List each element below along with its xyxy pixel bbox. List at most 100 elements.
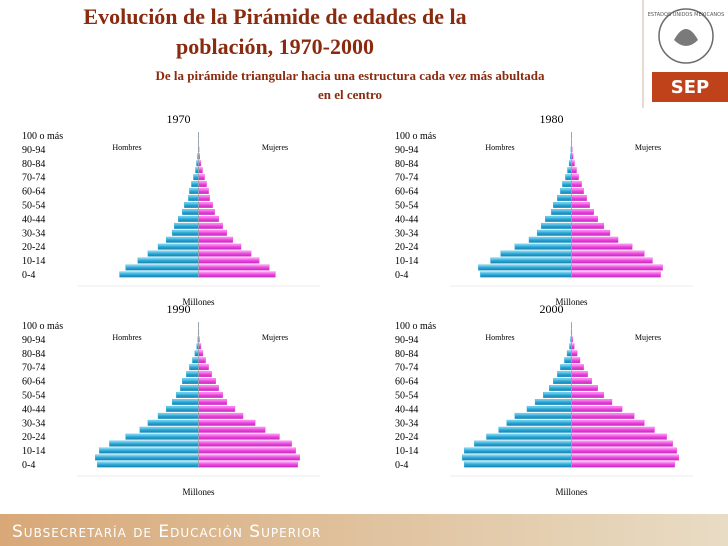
logo-box (652, 72, 728, 102)
chart-title: 1980 (540, 112, 564, 126)
bar (571, 419, 645, 426)
bar (174, 222, 199, 229)
title: Evolución de la Pirámide de edades de la (83, 4, 466, 29)
bar (571, 243, 633, 250)
y-tick-label: 100 o más (395, 131, 436, 142)
bar (571, 222, 605, 229)
bar (198, 202, 213, 208)
bar (198, 257, 260, 264)
bar (571, 392, 605, 398)
bar (192, 357, 199, 364)
bar (571, 440, 673, 447)
y-tick-label: 80-84 (395, 159, 418, 170)
bar (571, 461, 675, 468)
x-axis-label: Millones (182, 487, 214, 497)
y-tick-label: 50-54 (22, 391, 45, 402)
bar (562, 181, 572, 188)
bar (198, 378, 216, 385)
bar (571, 188, 584, 195)
y-tick-label: 90-94 (22, 335, 45, 346)
y-tick-label: 0-4 (22, 460, 35, 471)
bar (165, 405, 199, 412)
chart-title: 1990 (167, 302, 191, 316)
bar (557, 195, 572, 201)
bar (147, 250, 199, 257)
bar (528, 236, 572, 243)
bar (506, 419, 572, 426)
pyramid-chart: 2000 0-4 10-14 20-24 30-34 40-44 50-54 60-64 70-… (395, 302, 693, 497)
bar (571, 364, 584, 371)
y-tick-label: 60-64 (22, 187, 45, 198)
y-tick-label: 70-74 (395, 173, 418, 184)
footer-bar (0, 514, 728, 546)
bar (176, 392, 199, 398)
bar (571, 378, 592, 385)
bar (553, 202, 572, 208)
legend-label: Mujeres (635, 333, 661, 342)
y-tick-label: 30-34 (22, 228, 45, 239)
bar (194, 350, 199, 357)
bar (198, 412, 244, 419)
bar (198, 433, 280, 440)
bar (514, 243, 572, 250)
bar (198, 222, 223, 229)
bar (571, 236, 619, 243)
bar (180, 385, 199, 391)
bar (198, 399, 228, 405)
y-tick-label: 50-54 (22, 201, 45, 212)
y-tick-label: 90-94 (395, 145, 418, 156)
y-tick-label: 90-94 (395, 335, 418, 346)
y-tick-label: 0-4 (395, 460, 408, 471)
y-tick-label: 80-84 (22, 159, 45, 170)
bar (549, 385, 572, 391)
bar (571, 343, 575, 350)
logo-text: SEP (671, 77, 709, 98)
pyramid-chart: 1990 0-4 10-14 20-24 30-34 40-44 50-54 60-64 70-… (22, 302, 320, 497)
bar (188, 195, 199, 201)
bar (540, 222, 572, 229)
bar (571, 399, 613, 405)
bar (198, 405, 236, 412)
bar (198, 167, 203, 174)
bar (480, 271, 572, 278)
bar (464, 461, 572, 468)
bar (526, 405, 572, 412)
y-tick-label: 50-54 (395, 391, 418, 402)
bar (571, 371, 588, 378)
y-tick-label: 20-24 (22, 242, 45, 253)
y-tick-label: 30-34 (395, 228, 418, 239)
chart-title: 1970 (167, 112, 191, 126)
bar (571, 160, 575, 167)
bar (198, 392, 223, 398)
bar (198, 364, 209, 371)
bar (198, 229, 228, 236)
y-tick-label: 100 o más (395, 321, 436, 332)
y-tick-label: 10-14 (395, 446, 418, 457)
pyramid-chart: 1970 0-4 10-14 20-24 30-34 40-44 50-54 60-64 70-… (22, 112, 320, 307)
bar (99, 447, 199, 454)
bar (571, 350, 578, 357)
legend-label: Mujeres (635, 143, 661, 152)
bar (137, 257, 199, 264)
bar (198, 209, 215, 215)
bar (157, 243, 199, 250)
y-tick-label: 30-34 (22, 418, 45, 429)
bar (571, 405, 623, 412)
legend-label: Hombres (112, 333, 141, 342)
bar (551, 209, 572, 215)
bar (198, 357, 206, 364)
bar (198, 350, 204, 357)
legend-label: Hombres (112, 143, 141, 152)
y-tick-label: 70-74 (22, 363, 45, 374)
legend-label: Hombres (485, 333, 514, 342)
bar (478, 264, 572, 271)
bar (125, 433, 199, 440)
logo: ESTADOS UNIDOS MEXICANOS SEP (648, 8, 728, 102)
y-tick-label: 100 o más (22, 131, 63, 142)
bar (490, 257, 572, 264)
bar (97, 461, 199, 468)
bar (571, 257, 653, 264)
bar (514, 412, 572, 419)
bar (498, 426, 572, 433)
